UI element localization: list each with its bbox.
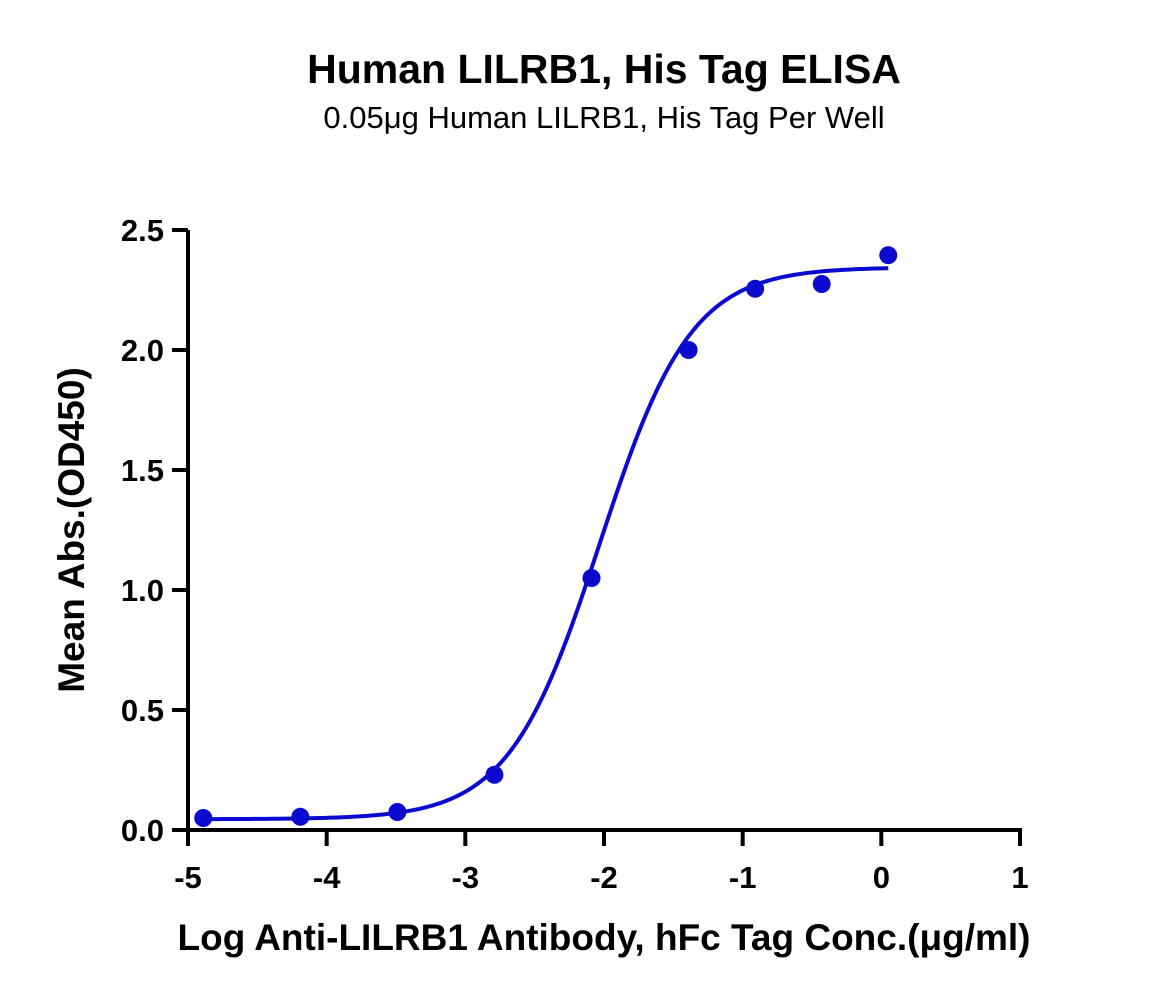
y-axis-label: Mean Abs.(OD450) xyxy=(51,367,92,693)
x-tick-label: -3 xyxy=(452,860,480,895)
x-axis-label: Log Anti-LILRB1 Antibody, hFc Tag Conc.(… xyxy=(178,917,1031,958)
y-tick-label: 0.5 xyxy=(121,693,164,728)
data-point xyxy=(582,569,601,587)
data-point xyxy=(194,809,213,827)
data-point xyxy=(291,807,310,826)
x-tick-label: 0 xyxy=(873,860,890,895)
data-point xyxy=(879,246,898,265)
y-tick-label: 0.0 xyxy=(121,813,164,848)
data-point xyxy=(485,765,504,784)
data-points xyxy=(194,246,898,827)
x-tick-label: -1 xyxy=(729,860,757,895)
x-tick-label: -5 xyxy=(174,860,202,895)
data-point xyxy=(679,341,698,359)
x-tick-label: -4 xyxy=(313,860,341,895)
y-tick-label: 2.5 xyxy=(121,213,164,248)
fit-curve xyxy=(199,266,889,822)
y-tick-label: 1.0 xyxy=(121,573,164,608)
y-tick-label: 2.0 xyxy=(121,333,164,368)
y-tick-label: 1.5 xyxy=(121,453,164,488)
chart-subtitle: 0.05μg Human LILRB1, His Tag Per Well xyxy=(323,100,884,135)
x-tick-label: -2 xyxy=(590,860,618,895)
data-point xyxy=(812,275,831,293)
chart-title: Human LILRB1, His Tag ELISA xyxy=(307,46,901,92)
x-axis-ticks: -5 -4 -3 -2 -1 0 1 xyxy=(174,830,1029,895)
data-point xyxy=(388,803,407,821)
data-point xyxy=(746,279,765,298)
x-tick-label: 1 xyxy=(1011,860,1028,895)
y-axis-ticks: 0.0 0.5 1.0 1.5 2.0 2.5 xyxy=(121,213,188,848)
